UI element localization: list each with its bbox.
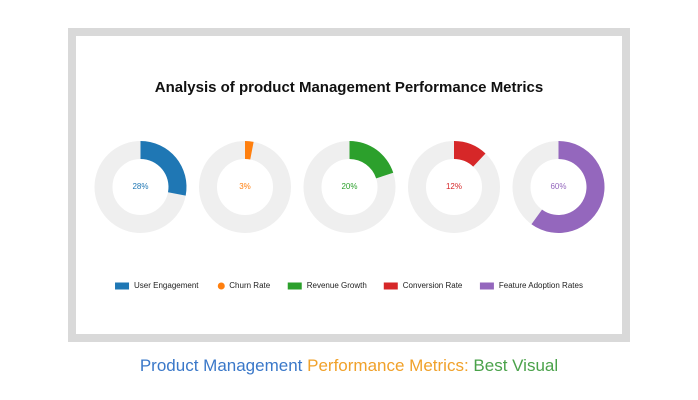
donut-segment <box>454 141 486 167</box>
legend-marker <box>287 282 302 290</box>
legend: User Engagement Churn Rate Revenue Growth C… <box>115 281 583 290</box>
value-label: 3% <box>239 182 251 191</box>
chart-title: Analysis of product Management Performan… <box>155 79 543 96</box>
legend-label: User Engagement <box>134 281 199 290</box>
value-label: 20% <box>341 182 357 191</box>
caption-part: Best Visual <box>473 356 558 375</box>
value-label: 28% <box>132 182 148 191</box>
frame <box>68 28 630 342</box>
caption-part: Performance Metrics: <box>307 356 469 375</box>
legend-label: Revenue Growth <box>307 281 367 290</box>
legend-label: Conversion Rate <box>403 281 463 290</box>
donut-segment <box>531 141 605 234</box>
value-label: 12% <box>446 182 462 191</box>
value-label: 60% <box>550 182 566 191</box>
legend-marker <box>115 282 130 290</box>
donut-segment <box>140 141 187 196</box>
legend-marker <box>479 282 494 290</box>
donut-segment <box>245 141 254 160</box>
legend-label: Churn Rate <box>229 281 270 290</box>
legend-label: Feature Adoption Rates <box>499 281 583 290</box>
caption: Product Management Performance Metrics: … <box>140 356 558 375</box>
legend-marker <box>217 282 225 290</box>
donut-segment <box>349 141 394 179</box>
legend-marker <box>383 282 398 290</box>
caption-part: Product Management <box>140 356 303 375</box>
